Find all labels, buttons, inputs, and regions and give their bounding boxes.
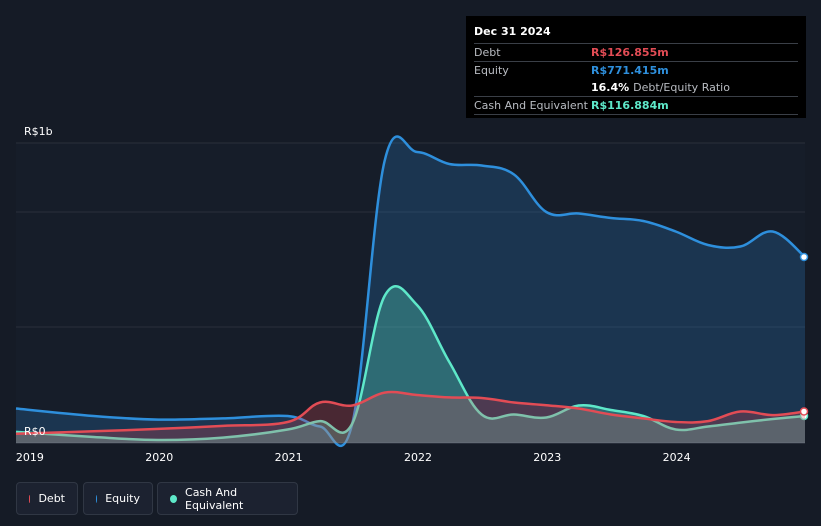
- tooltip-ratio-value: 16.4%: [591, 81, 630, 94]
- legend-cash-label: Cash And Equivalent: [185, 485, 244, 512]
- equity-area: [16, 136, 805, 446]
- tooltip-equity-label: Equity: [474, 64, 509, 77]
- tooltip-date: Dec 31 2024: [474, 25, 798, 44]
- legend-item-cash[interactable]: Cash And Equivalent: [157, 482, 298, 515]
- debt-dot-icon: [29, 494, 31, 503]
- x-tick-label: 2024: [662, 451, 691, 464]
- legend-equity-label: Equity: [105, 492, 140, 505]
- tooltip: Dec 31 2024 Debt R$126.855m Equity R$771…: [466, 16, 806, 118]
- equity-end-point: [799, 252, 809, 262]
- tooltip-equity-row: Equity R$771.415m: [474, 62, 798, 79]
- tooltip-debt-label: Debt: [474, 46, 501, 59]
- cash-and-equivalent-line: [15, 285, 806, 442]
- y-axis-bottom-label: R$0: [24, 425, 46, 438]
- legend-item-equity[interactable]: Equity: [83, 482, 153, 515]
- tooltip-ratio-row: 16.4% Debt/Equity Ratio: [474, 79, 798, 97]
- y-axis-top-label: R$1b: [24, 125, 53, 138]
- tooltip-debt-value: R$126.855m: [591, 46, 669, 59]
- cash-and-equivalent-area: [16, 286, 805, 443]
- cash-dot-icon: [170, 494, 178, 503]
- x-tick-label: 2019: [15, 451, 44, 464]
- x-tick-label: 2021: [274, 451, 303, 464]
- x-tick-label: 2023: [533, 451, 562, 464]
- tooltip-equity-value: R$771.415m: [591, 64, 669, 77]
- x-tick-label: 2022: [403, 451, 432, 464]
- legend-item-debt[interactable]: Debt: [16, 482, 78, 515]
- debt-line: [15, 390, 806, 435]
- equity-dot-icon: [96, 494, 98, 503]
- equity-line: [15, 135, 806, 448]
- debt-end-point: [799, 407, 809, 416]
- x-tick-label: 2020: [145, 451, 174, 464]
- tooltip-cash-label: Cash And Equivalent: [474, 99, 588, 112]
- tooltip-ratio-label: Debt/Equity Ratio: [633, 81, 730, 94]
- tooltip-debt-row: Debt R$126.855m: [474, 44, 798, 62]
- series-layer: [15, 135, 809, 448]
- tooltip-cash-row: Cash And Equivalent R$116.884m: [474, 97, 798, 115]
- legend-debt-label: Debt: [38, 492, 65, 505]
- debt-area: [16, 392, 805, 443]
- tooltip-cash-value: R$116.884m: [591, 99, 669, 112]
